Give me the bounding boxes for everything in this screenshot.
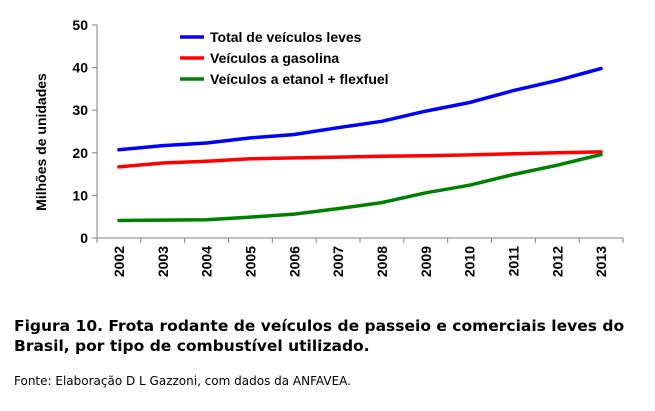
series-line-1 xyxy=(117,66,603,152)
y-tick-label: 0 xyxy=(80,230,88,246)
series-line-2 xyxy=(117,150,603,169)
figure-source: Fonte: Elaboração D L Gazzoni, com dados… xyxy=(14,374,351,388)
y-tick-label: 20 xyxy=(72,145,88,161)
y-tick-label: 50 xyxy=(72,17,88,33)
x-tick-label: 2005 xyxy=(242,246,258,277)
series-line-3 xyxy=(117,152,603,223)
legend-label-1: Total de veículos leves xyxy=(210,29,362,45)
y-tick-labels: 0 10 20 30 40 50 xyxy=(72,17,88,246)
y-axis-label: Milhões de unidades xyxy=(33,73,49,211)
figure-caption: Figura 10. Frota rodante de veículos de … xyxy=(14,317,625,355)
x-tick-label: 2007 xyxy=(330,246,346,277)
x-tick-label: 2009 xyxy=(418,246,434,277)
y-tick-label: 40 xyxy=(72,60,88,76)
x-tick-label: 2011 xyxy=(505,246,521,277)
x-tick-labels: 2002 2003 2004 2005 2006 2007 2008 2009 2010 2011… xyxy=(111,246,609,277)
x-tick-label: 2002 xyxy=(111,246,127,277)
series-lines xyxy=(117,66,603,223)
line-chart: 0 10 20 30 40 50 2002 2003 2004 2005 2006 2007 2008… xyxy=(33,17,624,277)
x-tick-label: 2012 xyxy=(549,246,565,277)
legend-label-3: Veículos a etanol + flexfuel xyxy=(210,71,389,87)
x-tick-label: 2008 xyxy=(374,246,390,277)
x-tick-label: 2003 xyxy=(155,246,171,277)
legend: Total de veículos leves Veículos a gasoli… xyxy=(180,29,389,87)
y-tick-label: 10 xyxy=(72,187,88,203)
x-tick-label: 2006 xyxy=(286,246,302,277)
x-tick-label: 2004 xyxy=(199,246,215,277)
y-tick-label: 30 xyxy=(72,102,88,118)
legend-label-2: Veículos a gasolina xyxy=(210,50,339,66)
x-tick-label: 2010 xyxy=(462,246,478,277)
x-tick-label: 2013 xyxy=(593,246,609,277)
chart-axes xyxy=(92,24,624,243)
